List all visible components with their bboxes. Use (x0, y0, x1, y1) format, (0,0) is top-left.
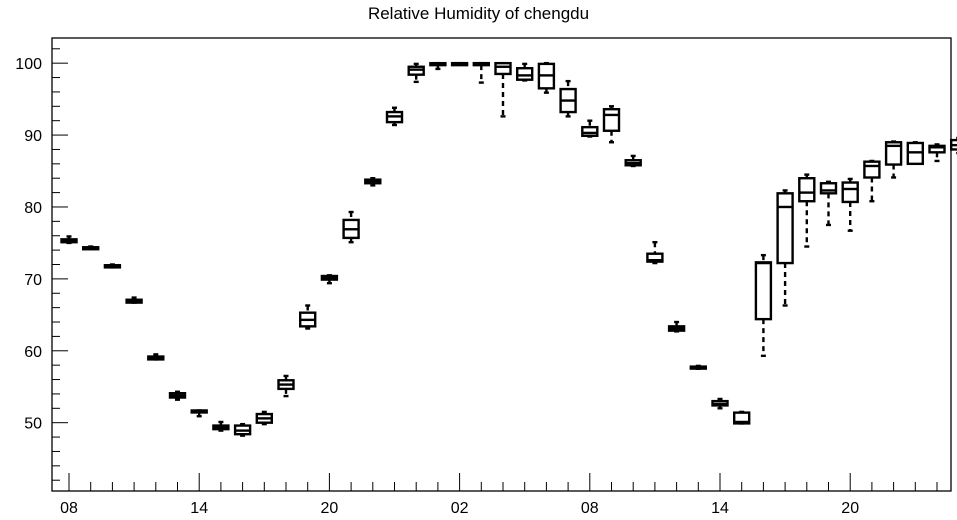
box-item (255, 410, 273, 426)
box-item (884, 140, 903, 179)
box-item (385, 106, 404, 127)
box-iqr (884, 141, 903, 166)
box-item (494, 61, 512, 118)
box-item (950, 136, 957, 155)
box-item (277, 374, 295, 398)
box-iqr (494, 61, 512, 76)
x-tick-label: 20 (321, 500, 339, 517)
box-item (472, 61, 490, 84)
box-item (559, 79, 577, 118)
box-iqr (516, 66, 534, 81)
box-iqr (819, 182, 838, 195)
y-tick-label: 70 (24, 272, 42, 289)
box-item (342, 210, 360, 244)
box-iqr (841, 181, 859, 204)
box-item (711, 397, 729, 410)
box-item (81, 245, 100, 251)
box-item (754, 253, 773, 358)
box-item (537, 61, 556, 94)
box-item (168, 390, 187, 401)
box-iqr (798, 177, 816, 203)
box-iqr (581, 125, 599, 137)
box-item (233, 422, 252, 437)
box-item (733, 410, 751, 425)
box-item (667, 320, 686, 333)
y-tick-label: 90 (24, 128, 42, 145)
x-tick-label: 08 (60, 500, 78, 517)
box-item (906, 141, 924, 166)
box-iqr (863, 160, 881, 179)
box-item (798, 173, 816, 248)
box-item (450, 61, 469, 67)
box-item (190, 409, 208, 418)
x-tick-label: 02 (451, 500, 469, 517)
plot-frame (51, 37, 952, 492)
box-item (429, 61, 447, 71)
box-item (212, 420, 230, 432)
box-item (147, 353, 165, 361)
box-item (646, 241, 664, 265)
box-item (863, 159, 881, 203)
x-tick-label: 08 (581, 500, 599, 517)
box-item (689, 364, 707, 370)
box-iqr (733, 411, 751, 425)
box-item (602, 105, 621, 144)
x-tick-label: 20 (841, 500, 859, 517)
boxes-layer (60, 61, 957, 437)
y-tick-label: 60 (24, 344, 42, 361)
tick-labels-layer: 5060708090100081420020814200208 (15, 56, 859, 517)
box-iqr (754, 261, 773, 321)
x-tick-label: 14 (711, 500, 729, 517)
box-item (320, 274, 339, 285)
box-item (299, 304, 317, 330)
box-item (819, 180, 838, 227)
box-item (841, 177, 859, 232)
box-iqr (776, 192, 794, 265)
box-item (60, 235, 78, 245)
box-iqr (646, 252, 664, 263)
box-item (624, 154, 642, 168)
y-tick-label: 100 (15, 56, 42, 73)
y-tick-label: 50 (24, 416, 42, 433)
box-iqr (928, 144, 946, 154)
box-item (103, 263, 122, 269)
box-item (407, 62, 425, 84)
chart-title: Relative Humidity of chengdu (367, 4, 590, 23)
box-item (776, 189, 794, 307)
box-item (928, 143, 946, 163)
axes-layer (51, 37, 952, 492)
y-tick-label: 80 (24, 200, 42, 217)
box-item (364, 177, 382, 187)
box-item (516, 62, 534, 82)
box-iqr (602, 107, 621, 132)
box-item (125, 296, 143, 304)
box-item (581, 119, 599, 138)
x-tick-label: 14 (190, 500, 208, 517)
